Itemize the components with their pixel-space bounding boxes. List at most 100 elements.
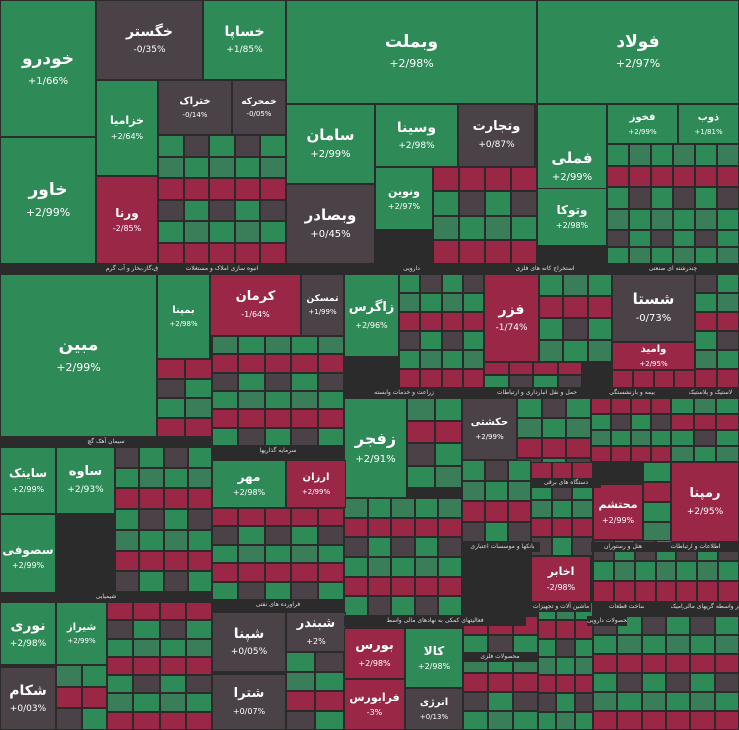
small-symbol-cell[interactable] — [607, 230, 629, 247]
small-symbol-cell[interactable] — [556, 656, 575, 676]
small-symbol-cell[interactable] — [714, 654, 739, 673]
small-symbol-cell[interactable] — [238, 508, 265, 527]
small-symbol-cell[interactable] — [718, 560, 739, 582]
small-symbol-cell[interactable] — [187, 447, 212, 468]
small-symbol-cell[interactable] — [407, 465, 435, 488]
small-symbol-cell[interactable] — [107, 675, 134, 694]
small-symbol-cell[interactable] — [115, 467, 140, 489]
small-symbol-cell[interactable] — [157, 398, 185, 418]
small-symbol-cell[interactable] — [593, 560, 614, 582]
treemap-tile[interactable]: نوری +2/98% — [0, 602, 56, 665]
treemap-tile[interactable]: ذوب +1/81% — [678, 104, 739, 144]
small-symbol-cell[interactable] — [185, 620, 212, 639]
small-symbol-cell[interactable] — [695, 369, 717, 388]
small-symbol-cell[interactable] — [315, 691, 344, 711]
small-symbol-cell[interactable] — [187, 509, 212, 530]
small-symbol-cell[interactable] — [511, 239, 537, 264]
small-symbol-cell[interactable] — [651, 187, 673, 209]
small-symbol-cell[interactable] — [629, 230, 651, 247]
small-symbol-cell[interactable] — [187, 467, 212, 489]
small-symbol-cell[interactable] — [538, 675, 557, 694]
small-symbol-cell[interactable] — [163, 509, 188, 530]
small-symbol-cell[interactable] — [488, 711, 513, 730]
small-symbol-cell[interactable] — [367, 596, 392, 616]
small-symbol-cell[interactable] — [163, 467, 188, 489]
small-symbol-cell[interactable] — [634, 560, 656, 582]
small-symbol-cell[interactable] — [107, 620, 134, 639]
small-symbol-cell[interactable] — [617, 635, 642, 654]
small-symbol-cell[interactable] — [163, 550, 188, 572]
treemap-tile[interactable]: حکشتی +2/99% — [462, 398, 517, 460]
treemap-tile[interactable]: خودرو +1/66% — [0, 0, 96, 137]
treemap-tile[interactable]: وتوکا +2/98% — [537, 188, 607, 246]
small-symbol-cell[interactable] — [563, 274, 588, 296]
small-symbol-cell[interactable] — [433, 239, 459, 264]
small-symbol-cell[interactable] — [517, 438, 542, 458]
small-symbol-cell[interactable] — [291, 354, 318, 373]
small-symbol-cell[interactable] — [714, 635, 739, 654]
treemap-tile[interactable]: وبصادر +0/45% — [286, 184, 375, 264]
small-symbol-cell[interactable] — [264, 391, 292, 410]
small-symbol-cell[interactable] — [234, 135, 261, 157]
small-symbol-cell[interactable] — [511, 215, 537, 240]
small-symbol-cell[interactable] — [139, 571, 164, 592]
small-symbol-cell[interactable] — [420, 274, 442, 293]
small-symbol-cell[interactable] — [651, 430, 671, 446]
small-symbol-cell[interactable] — [613, 581, 635, 602]
small-symbol-cell[interactable] — [557, 375, 582, 388]
small-symbol-cell[interactable] — [238, 336, 265, 355]
small-symbol-cell[interactable] — [420, 350, 442, 369]
small-symbol-cell[interactable] — [566, 398, 591, 418]
small-symbol-cell[interactable] — [183, 135, 210, 157]
small-symbol-cell[interactable] — [462, 480, 485, 501]
small-symbol-cell[interactable] — [291, 544, 318, 564]
treemap-tile[interactable]: رمپنا +2/95% — [671, 462, 739, 542]
small-symbol-cell[interactable] — [238, 354, 265, 373]
small-symbol-cell[interactable] — [676, 560, 698, 582]
small-symbol-cell[interactable] — [158, 221, 184, 243]
small-symbol-cell[interactable] — [81, 708, 107, 730]
small-symbol-cell[interactable] — [551, 518, 573, 538]
small-symbol-cell[interactable] — [574, 711, 593, 730]
small-symbol-cell[interactable] — [187, 529, 212, 551]
small-symbol-cell[interactable] — [420, 312, 442, 331]
treemap-tile[interactable]: شپنا +0/05% — [212, 612, 286, 672]
small-symbol-cell[interactable] — [438, 596, 462, 616]
small-symbol-cell[interactable] — [551, 499, 573, 519]
small-symbol-cell[interactable] — [593, 711, 618, 730]
small-symbol-cell[interactable] — [367, 498, 392, 518]
small-symbol-cell[interactable] — [291, 563, 318, 582]
small-symbol-cell[interactable] — [462, 460, 485, 481]
small-symbol-cell[interactable] — [185, 693, 212, 712]
small-symbol-cell[interactable] — [629, 165, 651, 187]
treemap-tile[interactable]: ساوه +2/93% — [56, 447, 115, 514]
small-symbol-cell[interactable] — [539, 274, 564, 296]
small-symbol-cell[interactable] — [317, 372, 344, 391]
small-symbol-cell[interactable] — [714, 616, 739, 635]
small-symbol-cell[interactable] — [531, 499, 552, 519]
small-symbol-cell[interactable] — [438, 517, 462, 538]
small-symbol-cell[interactable] — [159, 620, 186, 639]
small-symbol-cell[interactable] — [286, 691, 315, 711]
small-symbol-cell[interactable] — [717, 247, 739, 264]
small-symbol-cell[interactable] — [344, 576, 368, 597]
small-symbol-cell[interactable] — [607, 187, 629, 209]
small-symbol-cell[interactable] — [641, 692, 666, 711]
small-symbol-cell[interactable] — [133, 656, 160, 676]
small-symbol-cell[interactable] — [631, 430, 651, 446]
small-symbol-cell[interactable] — [158, 178, 184, 200]
small-symbol-cell[interactable] — [264, 336, 292, 355]
small-symbol-cell[interactable] — [587, 318, 612, 340]
treemap-tile[interactable]: فزر -1/74% — [484, 274, 539, 362]
small-symbol-cell[interactable] — [185, 711, 212, 730]
small-symbol-cell[interactable] — [212, 544, 239, 564]
small-symbol-cell[interactable] — [617, 711, 642, 730]
small-symbol-cell[interactable] — [695, 274, 717, 293]
small-symbol-cell[interactable] — [563, 296, 588, 318]
small-symbol-cell[interactable] — [344, 557, 368, 577]
small-symbol-cell[interactable] — [485, 521, 508, 542]
treemap-tile[interactable]: خمحرکه -0/05% — [232, 80, 286, 135]
small-symbol-cell[interactable] — [315, 671, 344, 691]
treemap-tile[interactable]: فرابورس -3% — [344, 679, 405, 730]
small-symbol-cell[interactable] — [159, 602, 186, 621]
